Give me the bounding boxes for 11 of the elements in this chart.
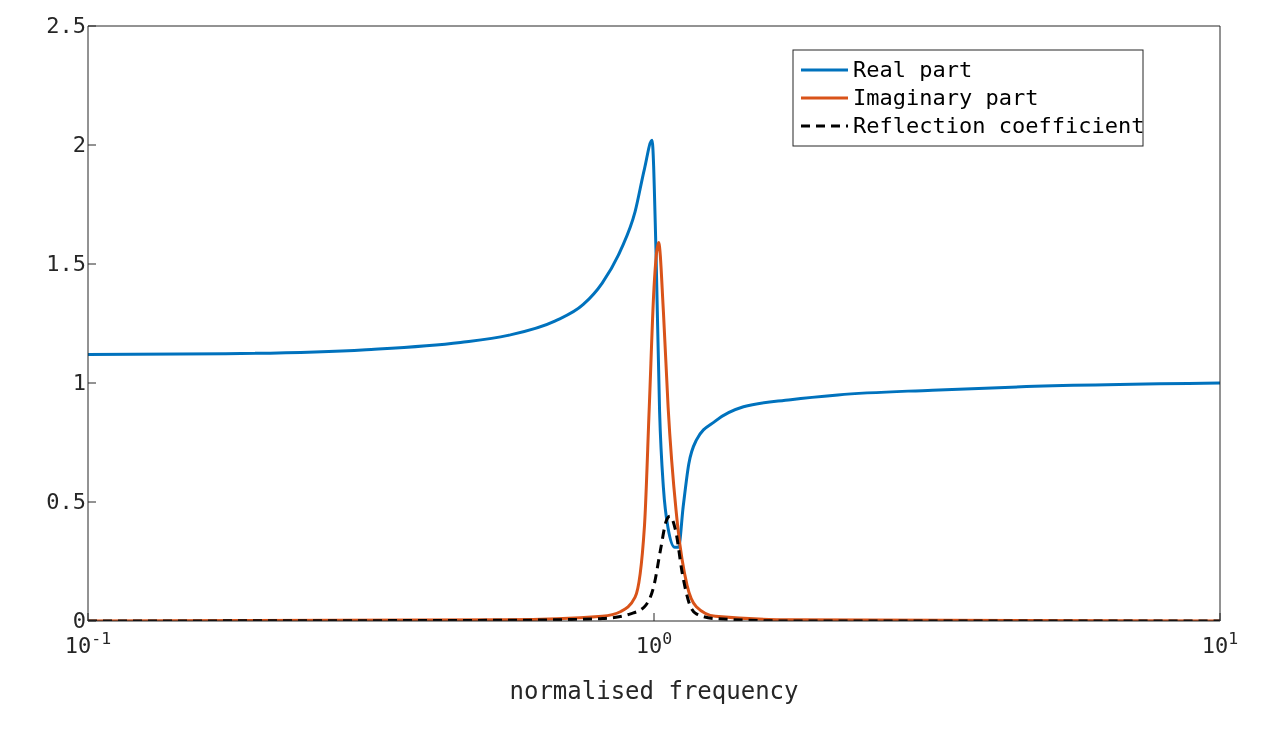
legend-label: Real part	[853, 57, 973, 82]
x-tick-label: 10$^{0}$	[635, 628, 673, 658]
y-tick-label: 2.5	[46, 13, 86, 38]
y-tick-label: 2	[72, 132, 86, 157]
y-tick-label: 0.5	[46, 489, 86, 514]
x-tick-label: 10$^{1}$	[1201, 628, 1239, 658]
legend-label: Imaginary part	[853, 85, 1039, 110]
legend-label: Reflection coefficient	[853, 113, 1145, 138]
x-axis-title: normalised frequency	[509, 677, 799, 705]
y-tick-label: 1.5	[46, 251, 86, 276]
y-tick-label: 1	[72, 370, 86, 395]
